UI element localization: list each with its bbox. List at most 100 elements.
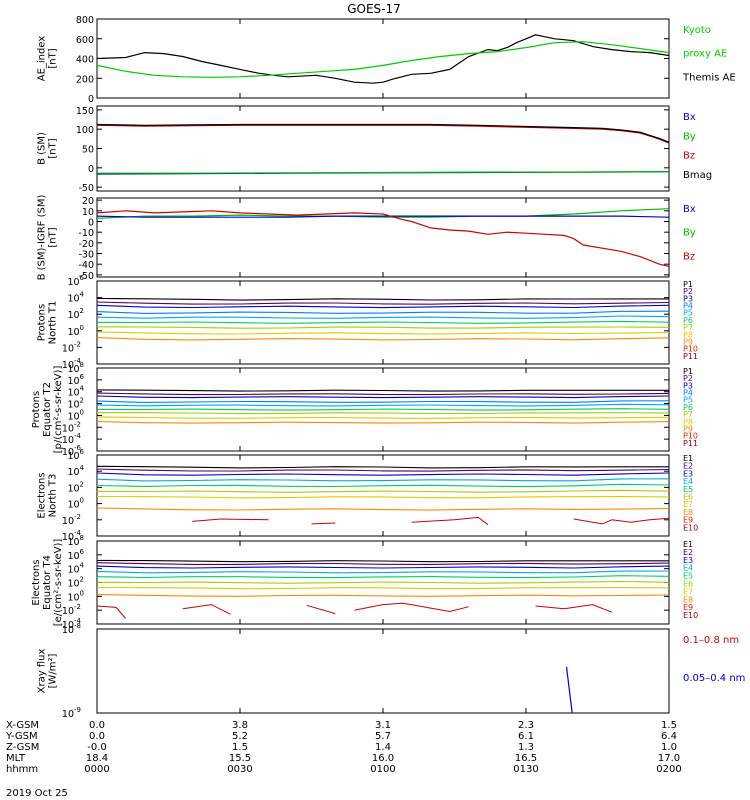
y-tick-label: -30 bbox=[78, 250, 94, 261]
legend-entry: Bx bbox=[683, 204, 696, 215]
legend-entry: P11 bbox=[683, 352, 698, 361]
x-row-label: Y-GSM bbox=[5, 731, 38, 742]
y-tick-label: 150 bbox=[76, 106, 94, 117]
channel-line bbox=[96, 400, 670, 403]
legend-entry: E7 bbox=[683, 587, 693, 596]
x-row-value: -0.0 bbox=[87, 742, 107, 753]
channel-line bbox=[96, 495, 670, 499]
y-tick-label: 10 bbox=[82, 207, 94, 218]
legend-entry: P2 bbox=[683, 374, 693, 383]
x-row-value: 16.5 bbox=[515, 753, 537, 764]
x-row-value: 0000 bbox=[84, 764, 109, 775]
y-tick-label: 104 bbox=[67, 464, 84, 478]
noisy-channel-segment bbox=[192, 518, 269, 522]
channel-line bbox=[96, 472, 670, 476]
x-row-value: 5.2 bbox=[232, 731, 248, 742]
legend-entry: P7 bbox=[683, 323, 693, 332]
y-axis-label: [e/(cm²-s-sr-keV)] bbox=[53, 539, 64, 627]
channel-line bbox=[96, 392, 670, 396]
y-tick-label: 200 bbox=[76, 74, 94, 85]
y-tick-label: 102 bbox=[67, 576, 84, 590]
channel-line bbox=[96, 310, 670, 314]
y-axis-label: Protons bbox=[31, 391, 42, 428]
legend-entry: E6 bbox=[683, 493, 693, 502]
legend-entry: P6 bbox=[683, 316, 693, 325]
panel-1: 800 600 400 200 0 AE_index [nT] Kyoto proxy AE Th… bbox=[37, 15, 736, 105]
channel-line bbox=[96, 489, 670, 493]
legend-entry: P4 bbox=[683, 389, 693, 398]
channel-line bbox=[96, 403, 670, 407]
y-tick-label: -50 bbox=[78, 183, 94, 194]
legend-entry: P6 bbox=[683, 403, 693, 412]
channel-line bbox=[96, 408, 670, 411]
x-row-value: 1.3 bbox=[518, 742, 534, 753]
series-line bbox=[96, 208, 670, 219]
y-axis-label: [p/(cm²-s-sr-keV)] bbox=[53, 366, 64, 454]
plot-title: GOES-17 bbox=[347, 2, 401, 16]
channel-line bbox=[96, 575, 670, 579]
channel-line bbox=[96, 331, 670, 335]
x-row-value: 17.0 bbox=[658, 753, 680, 764]
legend-entry: P7 bbox=[683, 410, 693, 419]
y-axis-label: Protons bbox=[37, 304, 48, 341]
y-tick-label: 10-2 bbox=[62, 340, 81, 354]
y-tick-label: 0 bbox=[88, 164, 94, 175]
y-axis-label: [nT] bbox=[48, 48, 59, 68]
y-axis-label: Equator T4 bbox=[42, 555, 53, 610]
x-row-value: 0130 bbox=[513, 764, 538, 775]
legend-entry: 0.1–0.8 nm bbox=[683, 635, 739, 646]
y-tick-label: -10 bbox=[78, 228, 94, 239]
x-row-value: 0.0 bbox=[89, 731, 105, 742]
x-row-value: 1.0 bbox=[661, 742, 677, 753]
x-row-value: 0030 bbox=[227, 764, 252, 775]
x-axis-table: 2019 Oct 25 X-GSM 0.0 3.8 3.1 2.3 1.5 Y-GSM 0.0… bbox=[5, 720, 682, 799]
y-axis-label: B (SM)-IGRF (SM) bbox=[37, 195, 48, 281]
y-tick-label: 400 bbox=[76, 55, 94, 66]
y-axis-label: North T1 bbox=[48, 301, 59, 345]
x-row-label: hhmm bbox=[6, 764, 38, 775]
legend-entry: P5 bbox=[683, 309, 693, 318]
channel-line bbox=[96, 395, 670, 399]
y-tick-label: 100 bbox=[67, 497, 84, 511]
channel-line bbox=[96, 507, 670, 511]
noisy-channel-segment bbox=[411, 516, 489, 526]
y-axis-label: Xray flux bbox=[37, 649, 48, 694]
legend-entry: E5 bbox=[683, 485, 693, 494]
legend-entry: E9 bbox=[683, 603, 693, 612]
noisy-channel-segment bbox=[311, 522, 336, 525]
noisy-channel-segment bbox=[182, 604, 231, 615]
y-tick-label: 0 bbox=[88, 217, 94, 228]
legend-entry: E4 bbox=[683, 477, 693, 486]
legend-entry: Themis AE bbox=[682, 72, 736, 83]
legend-entry: By bbox=[683, 228, 696, 239]
legend-entry: P3 bbox=[683, 294, 693, 303]
legend-entry: P3 bbox=[683, 381, 693, 390]
legend-entry: proxy AE bbox=[683, 49, 727, 60]
x-row-value: 16.0 bbox=[372, 753, 394, 764]
channel-line bbox=[96, 594, 670, 597]
legend-entry: P4 bbox=[683, 302, 693, 311]
series-line bbox=[565, 666, 573, 714]
legend-entry: Kyoto bbox=[683, 25, 711, 36]
x-row-value: 3.1 bbox=[375, 720, 391, 731]
x-row-value: 2.3 bbox=[518, 720, 534, 731]
channel-line bbox=[96, 304, 670, 309]
channel-line bbox=[96, 337, 670, 341]
legend-entry: 0.05–0.4 nm bbox=[683, 673, 745, 684]
x-row-value: 1.4 bbox=[375, 742, 391, 753]
y-axis-label: [nT] bbox=[48, 138, 59, 158]
y-tick-label: 106 bbox=[67, 448, 84, 462]
channel-line bbox=[96, 412, 670, 415]
legend-entry: P9 bbox=[683, 337, 693, 346]
channel-line bbox=[96, 559, 669, 563]
legend-entry: P8 bbox=[683, 330, 693, 339]
series-line bbox=[96, 124, 670, 144]
channel-line bbox=[96, 297, 669, 301]
legend-entry: P1 bbox=[683, 367, 693, 376]
channel-line bbox=[96, 465, 669, 469]
channel-line bbox=[96, 580, 670, 584]
legend-entry: E3 bbox=[683, 556, 693, 565]
channel-line bbox=[96, 315, 670, 319]
